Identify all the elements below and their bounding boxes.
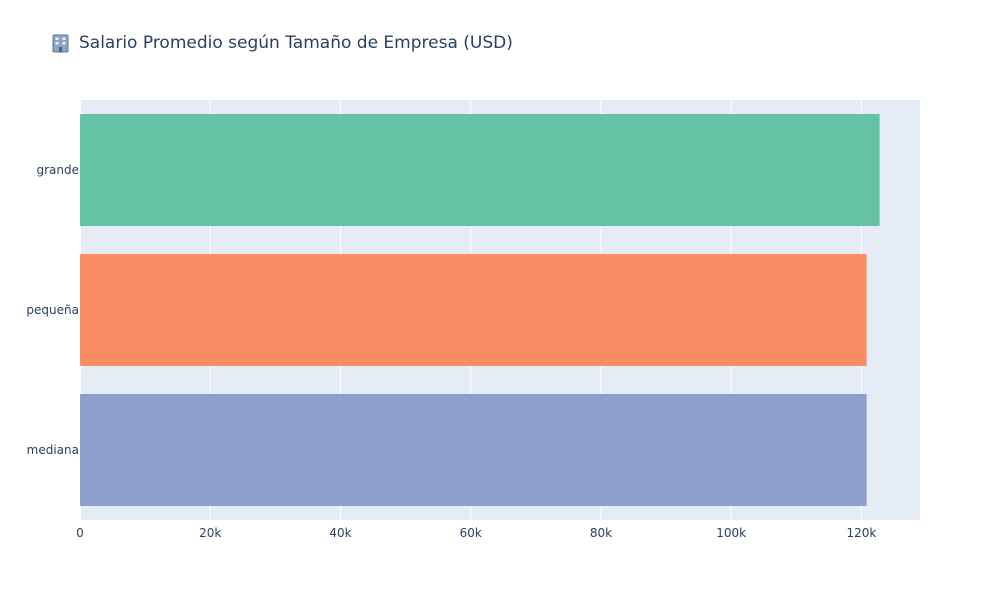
chart-title-text: Salario Promedio según Tamaño de Empresa… — [79, 33, 513, 53]
bars — [80, 114, 880, 506]
bar-mediana — [80, 394, 867, 506]
x-tick-label: 20k — [199, 526, 221, 540]
x-tick-label: 80k — [590, 526, 612, 540]
x-tick-label: 0 — [76, 526, 84, 540]
y-tick-label: grande — [36, 163, 79, 177]
y-tick-label: mediana — [27, 443, 79, 457]
y-axis-tick-labels: grande pequeña mediana — [26, 163, 79, 457]
chart-title: Salario Promedio según Tamaño de Empresa… — [52, 33, 513, 53]
x-tick-label: 120k — [846, 526, 876, 540]
x-tick-label: 40k — [329, 526, 351, 540]
office-building-icon — [52, 34, 69, 53]
x-tick-label: 60k — [460, 526, 482, 540]
bar-grande — [80, 114, 880, 226]
x-axis-tick-labels: 0 20k 40k 60k 80k 100k 120k — [76, 526, 876, 540]
bar-pequeña — [80, 254, 867, 366]
x-tick-label: 100k — [716, 526, 746, 540]
y-tick-label: pequeña — [26, 303, 79, 317]
